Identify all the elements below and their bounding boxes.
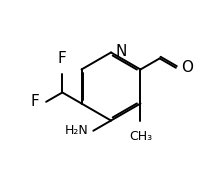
- Text: O: O: [181, 60, 193, 75]
- Text: N: N: [115, 44, 127, 59]
- Text: H₂N: H₂N: [64, 124, 88, 137]
- Text: F: F: [58, 51, 67, 66]
- Text: F: F: [31, 94, 39, 109]
- Text: CH₃: CH₃: [129, 130, 152, 143]
